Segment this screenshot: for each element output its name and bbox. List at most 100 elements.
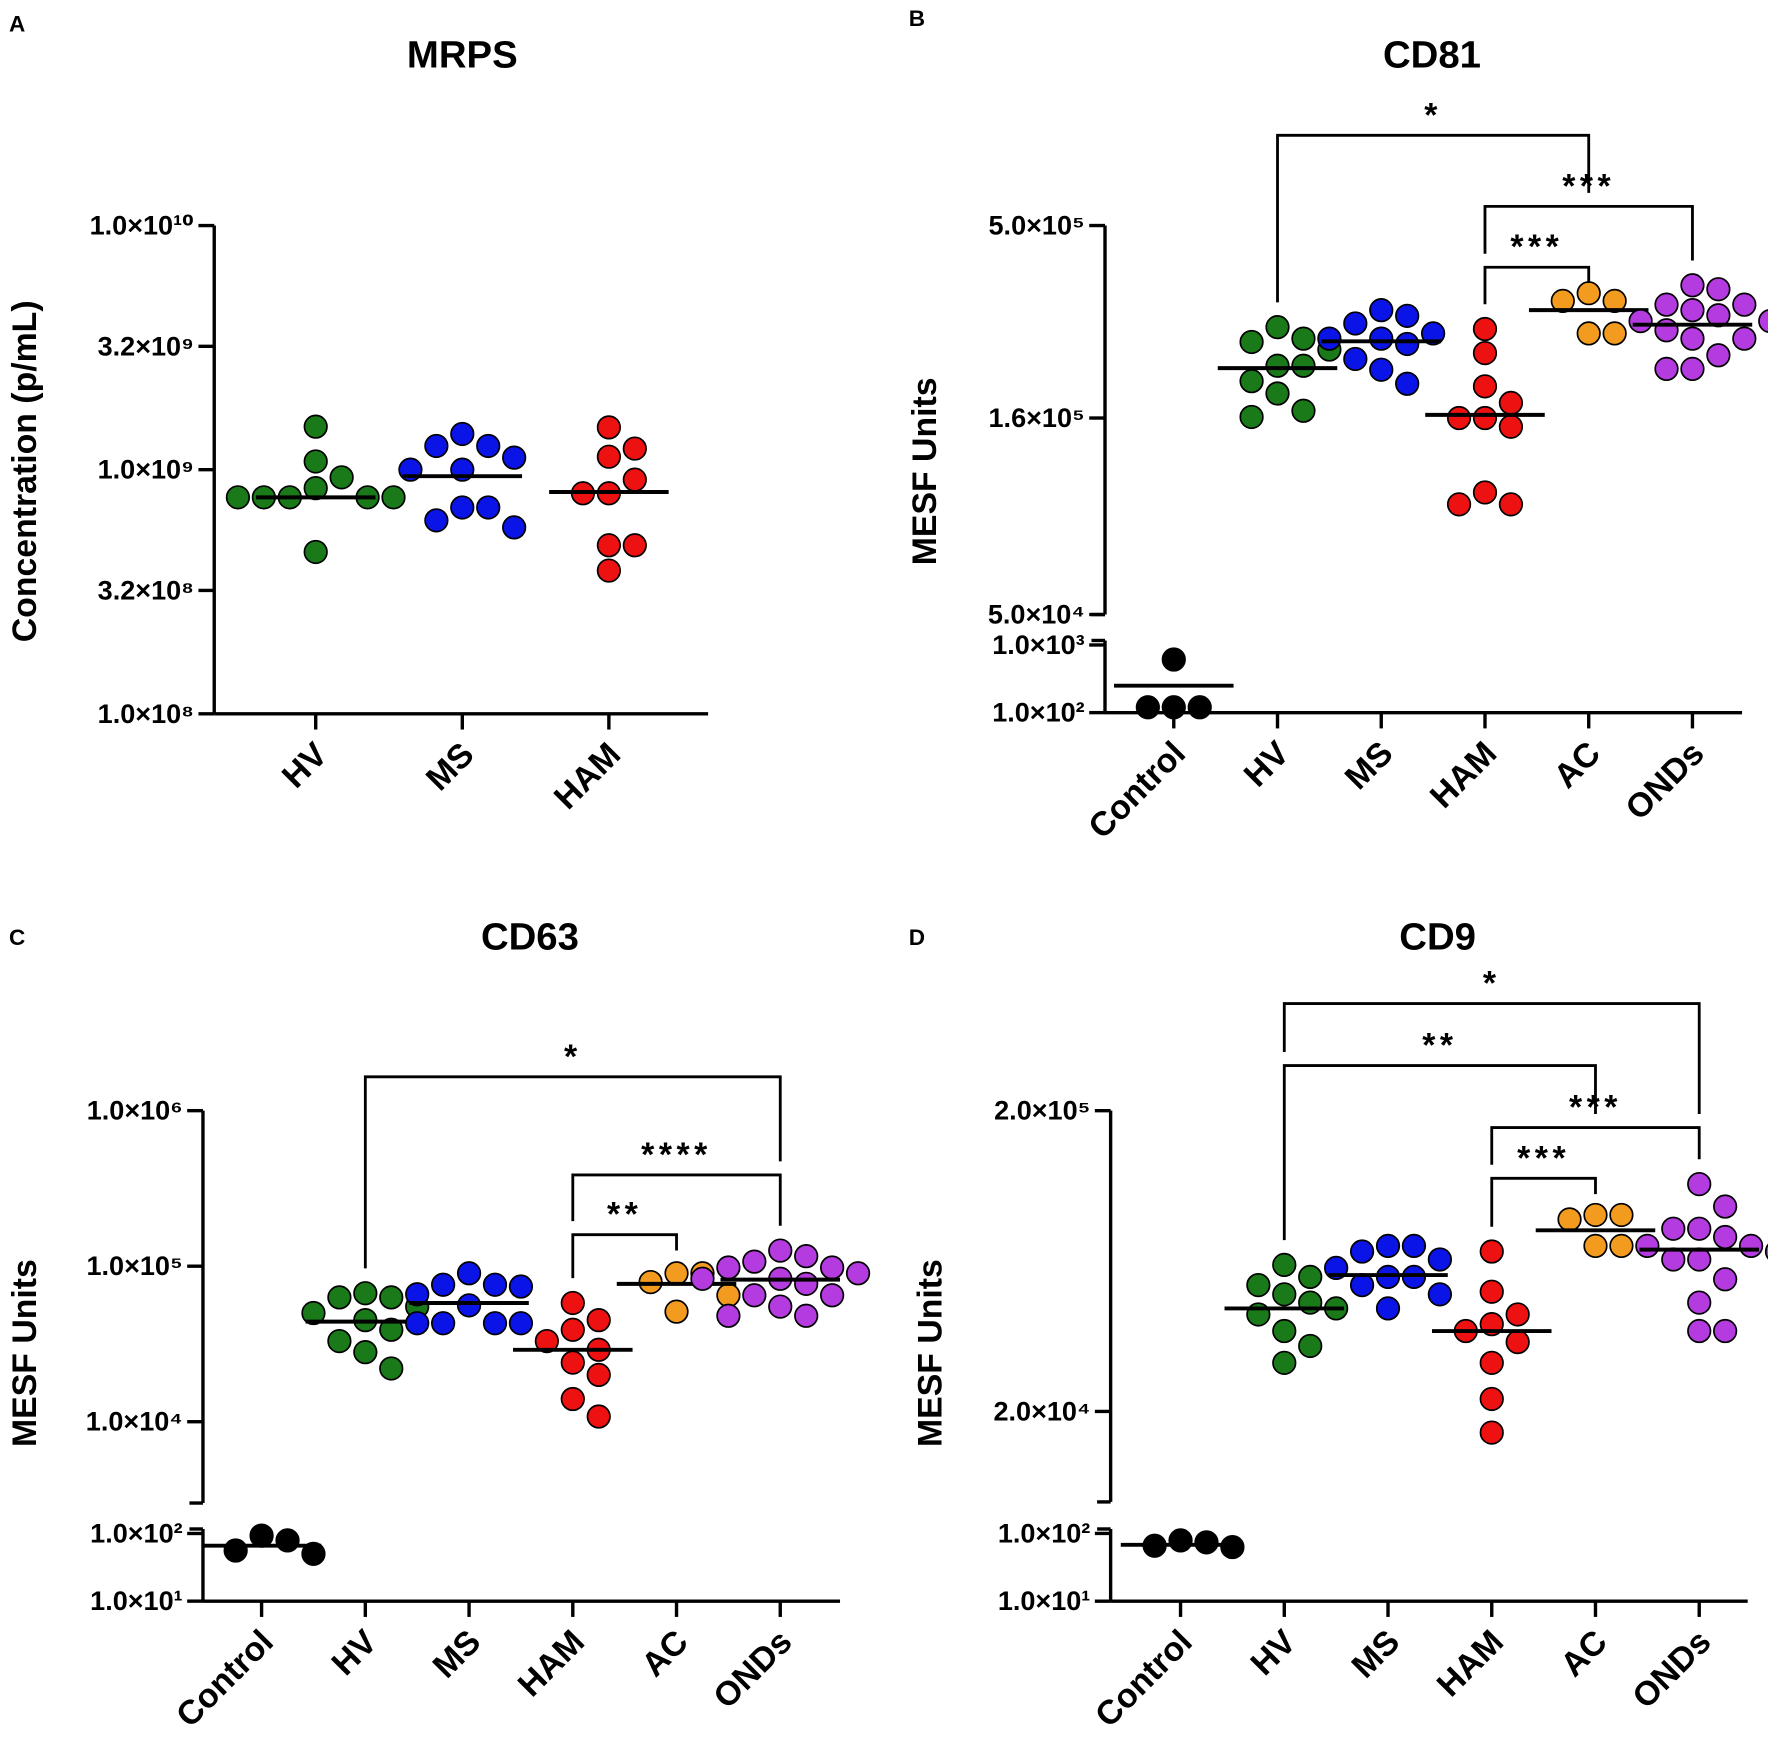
data-point [353, 1281, 378, 1306]
y-tick-label: 1.0×10⁶ [87, 1096, 183, 1126]
data-point [1713, 1267, 1738, 1292]
significance-label: *** [1569, 1089, 1622, 1127]
data-point [1738, 1233, 1764, 1259]
significance-label: *** [1510, 228, 1563, 266]
data-point [1168, 1528, 1193, 1553]
y-tick-label: 1.0×10¹ [998, 1586, 1090, 1616]
data-point [586, 1404, 611, 1429]
data-point [1420, 321, 1446, 346]
y-tick-label: 1.0×10² [992, 698, 1084, 728]
significance-label: *** [1562, 167, 1615, 205]
data-point [1713, 1224, 1738, 1250]
data-point [1505, 1302, 1530, 1327]
data-point [1135, 695, 1160, 720]
y-tick-label: 1.6×10⁵ [989, 403, 1085, 433]
data-point [1687, 1216, 1712, 1241]
y-tick-label: 3.2×10⁹ [98, 331, 194, 361]
data-point [1298, 1290, 1323, 1315]
y-tick-label: 5.0×10⁵ [989, 211, 1085, 241]
x-tick-label: MS [426, 1623, 489, 1686]
data-point [1369, 298, 1394, 323]
data-point [1479, 1420, 1504, 1445]
data-point [1758, 309, 1768, 333]
data-point [249, 1523, 274, 1548]
significance-bracket [571, 1233, 678, 1279]
data-point [1479, 1239, 1504, 1264]
x-tick-label: HV [324, 1622, 384, 1682]
data-point [1732, 292, 1757, 317]
significance-bracket [1490, 1126, 1701, 1165]
data-point [424, 508, 449, 533]
data-point [1472, 480, 1498, 505]
data-point [534, 1328, 559, 1354]
data-point [508, 1274, 534, 1299]
data-point [1446, 492, 1472, 517]
data-point [1343, 311, 1368, 336]
data-point [1298, 1333, 1323, 1359]
significance-label: *** [1517, 1139, 1570, 1177]
significance-bracket [1483, 265, 1591, 305]
data-point [622, 533, 647, 558]
data-point [1609, 1202, 1634, 1228]
y-tick-label: 1.0×10² [90, 1519, 183, 1549]
y-tick-label: 1.0×10¹⁰ [90, 211, 194, 241]
x-tick-label: HAM [547, 735, 628, 816]
data-point [1265, 353, 1290, 378]
data-point [301, 1541, 326, 1566]
data-point [1498, 414, 1524, 439]
data-point [1427, 1247, 1453, 1272]
y-axis-label: MESF Units [906, 377, 944, 565]
data-point [1602, 321, 1627, 346]
data-point [586, 1308, 611, 1333]
data-point [560, 1350, 585, 1375]
data-point [820, 1283, 845, 1308]
x-tick-label: MS [419, 735, 482, 798]
x-tick-label: Control [169, 1623, 281, 1735]
data-point [1446, 405, 1472, 431]
data-point [622, 436, 647, 461]
y-tick-label: 1.0×10³ [992, 630, 1084, 660]
panel-label: C [9, 925, 25, 950]
significance-label: * [1483, 965, 1501, 1003]
data-point [1472, 374, 1498, 399]
data-point [1680, 298, 1705, 323]
significance-label: **** [641, 1136, 712, 1174]
y-axis-label: MESF Units [912, 1259, 950, 1447]
data-point [1479, 1279, 1504, 1304]
data-point [353, 1340, 378, 1365]
data-point [1498, 492, 1524, 517]
data-point [1498, 390, 1524, 416]
data-point [1479, 1386, 1504, 1412]
chart-title: MRPS [407, 34, 518, 77]
data-point [1472, 405, 1498, 431]
panel-label: A [9, 12, 25, 37]
data-point [303, 449, 328, 474]
y-tick-label: 5.0×10⁴ [988, 600, 1085, 630]
data-point [560, 1317, 585, 1342]
y-tick-label: 1.0×10⁴ [86, 1407, 183, 1437]
x-tick-label: HAM [1430, 1623, 1511, 1704]
data-point [1220, 1534, 1245, 1560]
data-point [1687, 1290, 1712, 1315]
significance-bracket [1490, 1176, 1597, 1227]
data-point [405, 1282, 430, 1307]
data-point [225, 485, 251, 510]
data-point [223, 1538, 248, 1563]
data-point [303, 539, 328, 565]
data-point [482, 1311, 508, 1336]
data-point [716, 1255, 741, 1280]
significance-bracket [1282, 1002, 1701, 1115]
data-point [794, 1271, 819, 1296]
data-point [1265, 315, 1290, 340]
data-point [716, 1303, 741, 1328]
data-point [329, 465, 354, 490]
data-point [794, 1244, 819, 1269]
data-point [1583, 1202, 1608, 1228]
data-point [1654, 318, 1679, 343]
data-point [1272, 1318, 1297, 1344]
y-axis-label: MESF Units [6, 1259, 44, 1447]
data-point [431, 1272, 456, 1297]
data-point [716, 1283, 741, 1308]
data-point [379, 1285, 404, 1310]
